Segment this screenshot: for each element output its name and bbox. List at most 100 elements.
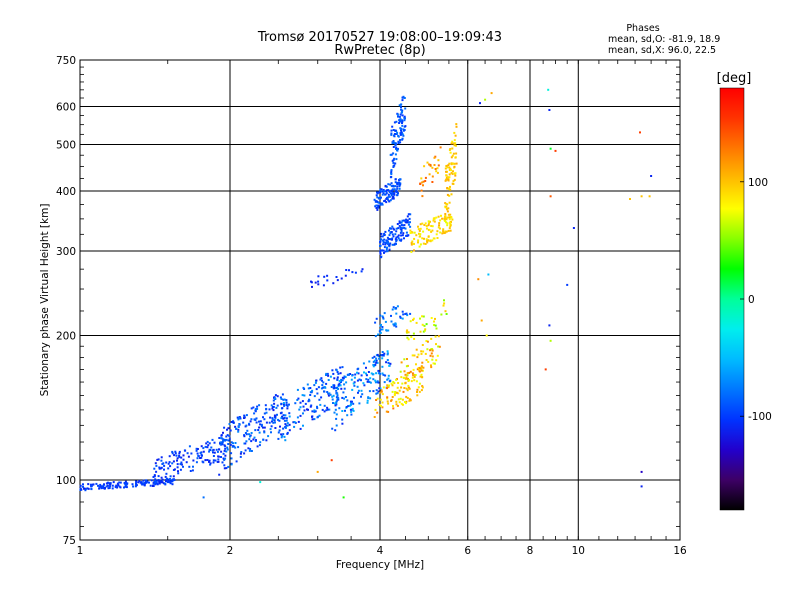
data-point (273, 402, 276, 405)
data-point (124, 484, 127, 486)
data-point (394, 162, 397, 165)
data-point (425, 340, 428, 342)
data-point (208, 460, 210, 463)
data-point (421, 237, 424, 240)
data-point (430, 366, 433, 369)
data-point (306, 408, 308, 411)
data-point (335, 424, 338, 427)
data-point (549, 147, 552, 150)
data-point (648, 195, 651, 198)
data-point (244, 442, 247, 445)
data-point (257, 429, 260, 431)
data-point (449, 224, 452, 227)
data-point (171, 452, 174, 455)
data-point (376, 196, 379, 199)
data-point (375, 372, 378, 375)
data-point (373, 359, 376, 362)
data-point (445, 221, 448, 224)
data-point (446, 210, 449, 213)
data-points (79, 88, 653, 499)
data-point (332, 372, 335, 375)
data-point (451, 154, 454, 157)
chart-title-line2: RwPretec (8p) (334, 43, 425, 58)
data-point (385, 410, 388, 413)
data-point (167, 462, 170, 465)
data-point (103, 483, 105, 486)
data-point (156, 482, 159, 485)
data-point (384, 243, 387, 246)
x-tick-label: 2 (227, 545, 234, 557)
data-point (356, 371, 358, 374)
data-point (398, 224, 401, 227)
data-point (437, 335, 440, 338)
data-point (397, 192, 399, 195)
data-point (306, 383, 309, 386)
data-point (153, 467, 156, 470)
data-point (409, 225, 412, 228)
data-point (230, 421, 233, 423)
data-point (640, 470, 643, 473)
data-point (394, 242, 397, 245)
data-point (379, 387, 382, 390)
data-point (252, 438, 255, 441)
data-point (629, 198, 631, 200)
data-point (162, 462, 165, 465)
data-point (374, 408, 377, 411)
data-point (243, 435, 246, 438)
data-point (383, 251, 385, 254)
data-point (421, 376, 424, 379)
data-point (237, 418, 240, 421)
data-point (234, 425, 237, 428)
data-point (400, 234, 403, 237)
data-point (224, 454, 227, 457)
data-point (415, 321, 418, 324)
data-point (415, 234, 418, 237)
data-point (378, 330, 381, 333)
data-point (452, 170, 454, 173)
data-point (360, 389, 363, 392)
data-point (381, 406, 384, 409)
data-point (379, 203, 382, 206)
data-point (548, 109, 551, 111)
data-point (138, 479, 141, 482)
data-point (426, 239, 429, 242)
data-point (168, 461, 171, 464)
data-point (403, 224, 406, 227)
data-point (391, 197, 394, 200)
data-point (211, 449, 214, 452)
data-point (216, 450, 219, 453)
data-point (403, 370, 406, 373)
data-point (301, 394, 304, 397)
data-point (353, 384, 356, 387)
data-point (276, 404, 279, 407)
data-point (394, 142, 397, 145)
data-point (297, 420, 300, 423)
data-point (376, 380, 379, 383)
data-point (391, 195, 394, 198)
data-point (332, 402, 334, 404)
data-point (396, 305, 399, 308)
chart-title-line1: Tromsø 20170527 19:08:00–19:09:43 (257, 30, 502, 45)
data-point (409, 229, 412, 232)
data-point (401, 122, 403, 124)
data-point (390, 182, 393, 185)
data-point (258, 444, 261, 447)
data-point (336, 386, 339, 389)
data-point (277, 431, 280, 434)
data-point (131, 483, 134, 486)
data-point (328, 392, 331, 395)
data-point (285, 401, 288, 404)
data-point (79, 484, 82, 487)
data-point (151, 485, 154, 487)
data-point (237, 426, 240, 428)
data-point (340, 387, 343, 390)
data-point (220, 443, 223, 446)
data-point (353, 396, 355, 399)
data-point (386, 396, 389, 399)
data-point (421, 195, 424, 198)
data-point (423, 324, 426, 327)
data-point (373, 355, 376, 358)
x-tick-labels: 1 2 4 6 8 10 16 (77, 545, 687, 557)
data-point (255, 417, 258, 420)
data-point (436, 230, 439, 233)
